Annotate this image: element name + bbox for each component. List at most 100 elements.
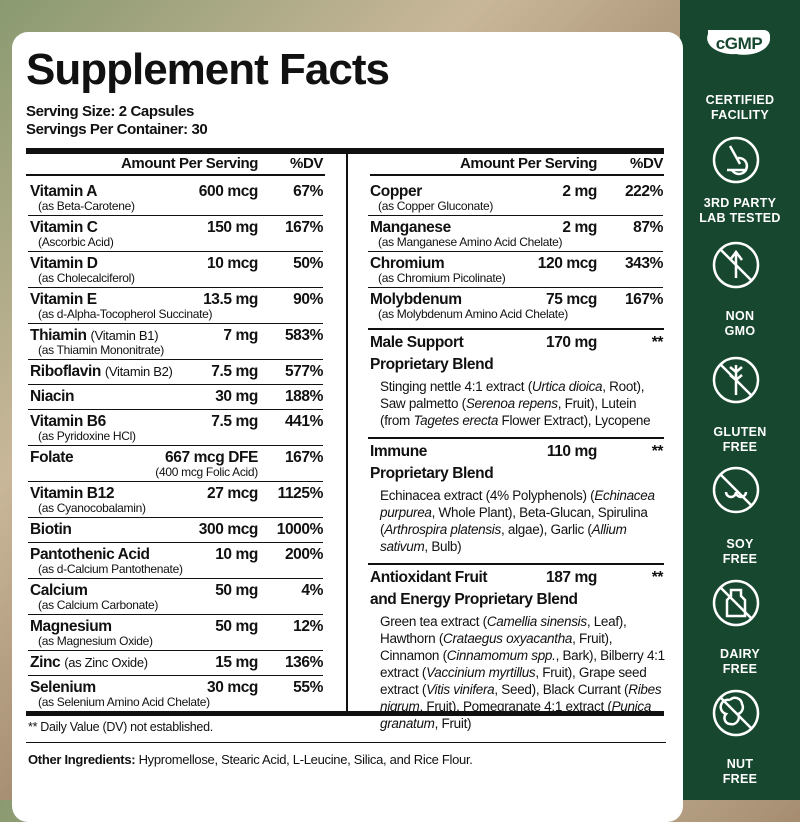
amount: 30 mg bbox=[215, 388, 258, 405]
daily-value: 87% bbox=[633, 219, 663, 236]
ingredient-text: , Bulb) bbox=[424, 539, 462, 554]
nutrient-source: (as Calcium Carbonate) bbox=[38, 598, 159, 612]
nutrient-name: Calcium bbox=[30, 582, 88, 599]
badge-sidebar: cGMP CERTIFIED FACILITY 3RD PARTY LAB TESTED… bbox=[680, 0, 800, 800]
amount: 2 mg bbox=[562, 183, 597, 200]
rule bbox=[26, 711, 664, 716]
rule bbox=[368, 251, 663, 252]
blend-amount: 170 mg bbox=[545, 334, 597, 351]
nutrient-name: Vitamin D bbox=[30, 255, 98, 272]
nutrient-name: Molybdenum bbox=[370, 291, 462, 308]
rule bbox=[28, 215, 323, 216]
daily-value: 167% bbox=[284, 449, 323, 466]
non-gmo-mark bbox=[720, 249, 752, 281]
badge-line: LAB TESTED bbox=[699, 211, 781, 225]
badge-line: GMO bbox=[724, 324, 756, 338]
badge-line: FREE bbox=[722, 552, 758, 566]
ingredient-text: Echinacea extract (4% Polyphenols) ( bbox=[380, 488, 595, 503]
amount: 10 mcg bbox=[206, 255, 258, 272]
badge-label: DAIRY FREE bbox=[680, 647, 800, 677]
nutrient-source: (as Beta-Carotene) bbox=[38, 199, 135, 213]
ingredient-text: Ribes nigrum bbox=[380, 682, 662, 714]
nutrient-name: Chromium bbox=[370, 255, 445, 272]
daily-value: 441% bbox=[284, 413, 323, 430]
nutrient-note: (Vitamin B1) bbox=[90, 328, 159, 343]
nutrient-name: Selenium bbox=[30, 679, 96, 696]
blend-name: Proprietary Blend bbox=[370, 356, 494, 373]
badge-line: DAIRY bbox=[720, 647, 760, 661]
amount: 7.5 mg bbox=[211, 363, 258, 380]
nutrient-source: (as Selenium Amino Acid Chelate) bbox=[38, 695, 210, 709]
ingredient-text: , Fruit), Pomegranate 4:1 extract ( bbox=[419, 699, 612, 714]
badge-label: SOY FREE bbox=[680, 537, 800, 567]
cgmp-logo-text: cGMP bbox=[715, 34, 763, 53]
nutrient-source: (as Copper Gluconate) bbox=[378, 199, 494, 213]
nutrient-name: Copper bbox=[370, 183, 422, 200]
ingredient-text: Echinacea purpurea bbox=[380, 488, 655, 520]
rule bbox=[368, 328, 664, 330]
blend-name: Male Support bbox=[370, 334, 464, 351]
nutrient-name: Riboflavin (Vitamin B2) bbox=[30, 363, 173, 380]
amount: 667 mcg DFE bbox=[165, 449, 258, 466]
ingredient-text: Crataegus oxyacantha bbox=[443, 631, 573, 646]
badge-line: 3RD PARTY bbox=[703, 196, 777, 210]
dairy-mark bbox=[720, 587, 752, 619]
nutrient-source: (as d-Alpha-Tocopherol Succinate) bbox=[38, 307, 213, 321]
ingredient-text: Cinnamomum spp. bbox=[446, 648, 556, 663]
rule bbox=[28, 481, 323, 482]
nutrient-source: (as Thiamin Mononitrate) bbox=[38, 343, 164, 357]
rule bbox=[28, 542, 323, 543]
amount: 15 mg bbox=[215, 654, 258, 671]
rule bbox=[28, 384, 323, 385]
blend-amount: 187 mg bbox=[545, 569, 597, 586]
nutrient-name: Pantothenic Acid bbox=[30, 546, 150, 563]
soy-icon bbox=[712, 466, 760, 514]
ingredient-text: Punica granatum bbox=[380, 699, 652, 731]
nutrient-source: (as Pyridoxine HCl) bbox=[38, 429, 136, 443]
rule bbox=[28, 675, 323, 676]
amount: 150 mg bbox=[206, 219, 258, 236]
badge-line: FREE bbox=[722, 662, 758, 676]
nutrient-name: Thiamin (Vitamin B1) bbox=[30, 327, 159, 344]
footnote: ** Daily Value (DV) not established. bbox=[28, 720, 213, 734]
amount: 7 mg bbox=[223, 327, 258, 344]
blend-ingredients: Echinacea extract (4% Polyphenols) (Echi… bbox=[380, 487, 665, 555]
other-ingredients-label: Other Ingredients: bbox=[28, 752, 136, 767]
rule bbox=[26, 742, 666, 743]
rule bbox=[28, 409, 323, 410]
daily-value: 12% bbox=[293, 618, 323, 635]
badge-label: 3RD PARTY LAB TESTED bbox=[680, 196, 800, 226]
nutrient-source: (as Manganese Amino Acid Chelate) bbox=[378, 235, 563, 249]
daily-value: 583% bbox=[284, 327, 323, 344]
daily-value: 222% bbox=[624, 183, 663, 200]
nutrient-source: (as Magnesium Oxide) bbox=[38, 634, 153, 648]
nutrient-name: Niacin bbox=[30, 388, 75, 405]
rule bbox=[346, 154, 348, 714]
ingredient-text: Urtica dioica bbox=[531, 379, 603, 394]
daily-value: 50% bbox=[293, 255, 323, 272]
blend-ingredients: Green tea extract (Camellia sinensis, Le… bbox=[380, 613, 665, 732]
blend-dv: ** bbox=[651, 569, 664, 586]
ingredient-text: Green tea extract ( bbox=[380, 614, 487, 629]
amount: 300 mcg bbox=[198, 521, 259, 538]
nutrient-source: (as d-Calcium Pantothenate) bbox=[38, 562, 183, 576]
daily-value: 343% bbox=[624, 255, 663, 272]
nutrient-source: (as Cholecalciferol) bbox=[38, 271, 135, 285]
ingredient-text: , algae), Garlic ( bbox=[500, 522, 592, 537]
nutrient-source: (as Molybdenum Amino Acid Chelate) bbox=[378, 307, 568, 321]
nutrient-name: Vitamin B6 bbox=[30, 413, 106, 430]
daily-value: 1125% bbox=[277, 485, 324, 502]
rule bbox=[368, 287, 663, 288]
rule bbox=[28, 650, 323, 651]
header-dv: %DV bbox=[290, 155, 323, 172]
ingredient-text: , Root), Saw palmetto ( bbox=[380, 379, 645, 411]
amount: 7.5 mg bbox=[211, 413, 258, 430]
ingredient-text: , Fruit), Cinnamon ( bbox=[380, 631, 613, 663]
amount-detail: (400 mcg Folic Acid) bbox=[155, 465, 258, 479]
ingredient-text: , Fruit), Grape seed extract ( bbox=[380, 665, 647, 697]
header-amount: Amount Per Serving bbox=[460, 155, 597, 172]
ingredient-text: Tagetes erecta bbox=[413, 413, 499, 428]
badge-line: NUT bbox=[726, 757, 754, 771]
ingredient-text: , Bark), Bilberry 4:1 extract ( bbox=[380, 648, 665, 680]
non-gmo-icon bbox=[712, 241, 760, 289]
